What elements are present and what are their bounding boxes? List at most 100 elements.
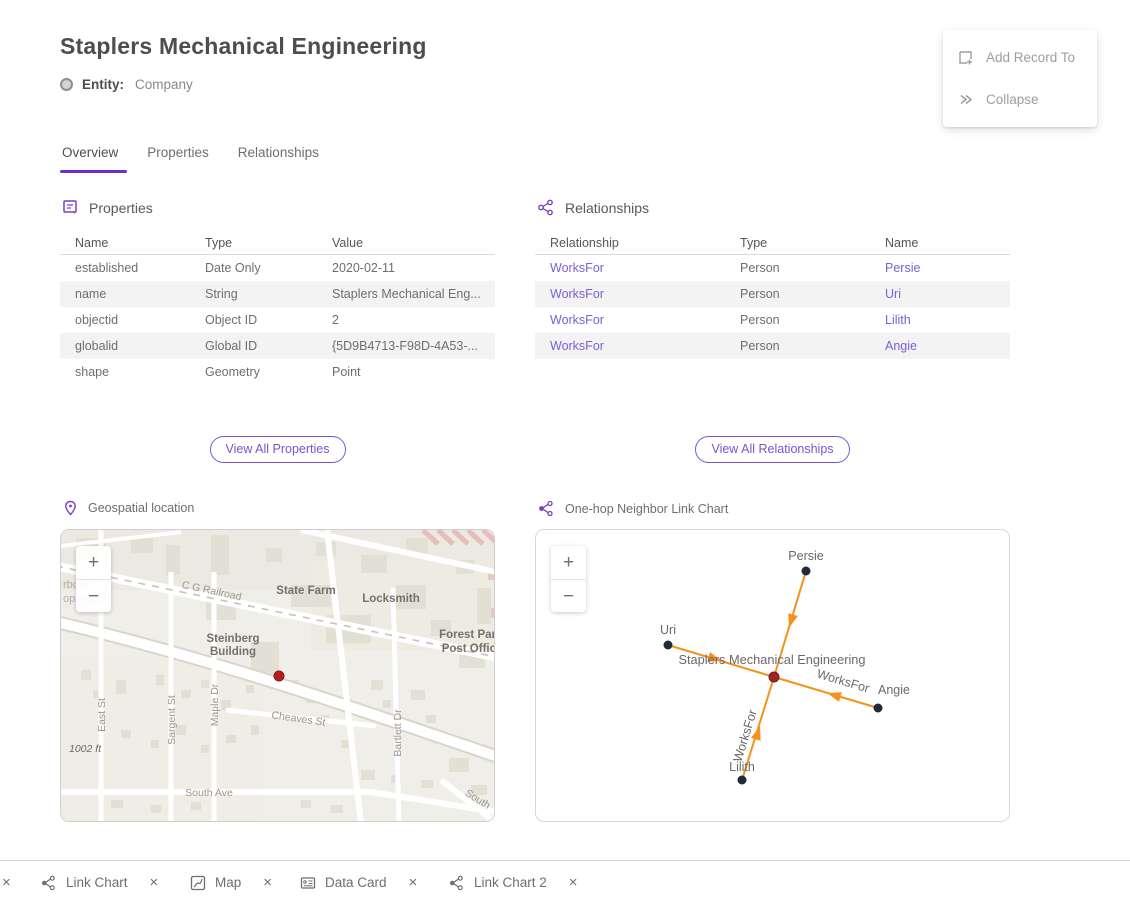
node-angie[interactable] bbox=[873, 703, 883, 713]
linkchart-section-header: One-hop Neighbor Link Chart bbox=[537, 500, 728, 517]
geospatial-section-header: Geospatial location bbox=[63, 500, 194, 516]
relationships-icon bbox=[538, 199, 553, 216]
svg-text:Maple Dr: Maple Dr bbox=[209, 683, 221, 726]
menu-item-label: Add Record To bbox=[986, 49, 1076, 65]
col-header-name: Name bbox=[75, 235, 109, 250]
node-label: Lilith bbox=[729, 760, 755, 774]
entity-link[interactable]: Angie bbox=[885, 339, 917, 353]
relationships-section-header: Relationships bbox=[537, 199, 649, 216]
workspace-tab-link-chart[interactable]: Link Chart × bbox=[40, 861, 158, 903]
add-record-icon bbox=[959, 50, 972, 64]
map-zoom-out-button[interactable]: − bbox=[76, 579, 111, 612]
svg-text:State Farm: State Farm bbox=[276, 585, 335, 597]
entity-label: Entity: bbox=[82, 77, 124, 92]
entity-row: Entity: Company bbox=[60, 77, 193, 92]
workspace-tab-link-chart-2[interactable]: Link Chart 2 × bbox=[448, 861, 578, 903]
workspace-tab-map[interactable]: Map × bbox=[190, 861, 272, 903]
link-chart-icon bbox=[450, 875, 463, 890]
close-icon[interactable]: × bbox=[568, 874, 578, 891]
table-row: globalid Global ID {5D9B4713-F98D-4A53-... bbox=[60, 333, 495, 359]
geospatial-section-title: Geospatial location bbox=[88, 501, 195, 515]
workspace-tab-label: Map bbox=[215, 875, 242, 890]
menu-item-label: Collapse bbox=[986, 91, 1039, 107]
chart-zoom-in-button[interactable]: + bbox=[551, 546, 586, 579]
svg-text:Post Offic: Post Offic bbox=[442, 643, 495, 655]
tab-properties[interactable]: Properties bbox=[147, 145, 209, 160]
workspace-tab-label: Link Chart 2 bbox=[474, 875, 547, 890]
map-canvas: rbour opaedics C G Railroad State Farm L… bbox=[61, 530, 495, 821]
map-zoom-control: + − bbox=[76, 546, 111, 612]
table-row: WorksFor Person Angie bbox=[535, 333, 1010, 359]
tab-overview[interactable]: Overview bbox=[62, 145, 119, 160]
relationship-link[interactable]: WorksFor bbox=[550, 339, 604, 353]
svg-text:Bartlett Dr: Bartlett Dr bbox=[392, 709, 404, 757]
entity-link[interactable]: Uri bbox=[885, 287, 901, 301]
map-entity-marker[interactable] bbox=[273, 670, 285, 682]
menu-item-collapse[interactable]: Collapse bbox=[943, 78, 1097, 120]
workspace-tab-data-card[interactable]: Data Card × bbox=[300, 861, 417, 903]
svg-text:Steinberg: Steinberg bbox=[206, 633, 259, 645]
properties-table: Name Type Value established Date Only 2020… bbox=[60, 231, 495, 385]
context-menu: Add Record To Collapse bbox=[943, 30, 1097, 127]
close-icon[interactable]: × bbox=[2, 874, 11, 891]
link-chart-icon bbox=[539, 500, 553, 517]
collapse-icon bbox=[960, 94, 973, 104]
svg-text:East St: East St bbox=[96, 698, 108, 732]
node-label: Uri bbox=[660, 623, 676, 637]
svg-text:South Ave: South Ave bbox=[185, 787, 233, 799]
node-persie[interactable] bbox=[801, 566, 811, 576]
node-uri[interactable] bbox=[663, 640, 673, 650]
entity-link[interactable]: Lilith bbox=[885, 313, 911, 327]
map-buildings bbox=[76, 535, 491, 813]
table-row: WorksFor Person Persie bbox=[535, 255, 1010, 281]
svg-text:Sargent St: Sargent St bbox=[166, 695, 178, 745]
map-zoom-in-button[interactable]: + bbox=[76, 546, 111, 579]
relationship-link[interactable]: WorksFor bbox=[550, 261, 604, 275]
geospatial-map[interactable]: rbour opaedics C G Railroad State Farm L… bbox=[60, 529, 495, 822]
relationship-link[interactable]: WorksFor bbox=[550, 313, 604, 327]
node-label: Angie bbox=[878, 683, 910, 697]
link-chart-canvas: WorksFor WorksFor Persie Uri Angie Lilit… bbox=[660, 549, 910, 785]
relationship-link[interactable]: WorksFor bbox=[550, 287, 604, 301]
one-hop-link-chart[interactable]: WorksFor WorksFor Persie Uri Angie Lilit… bbox=[535, 529, 1010, 822]
map-pin-icon bbox=[65, 500, 76, 516]
properties-table-header: Name Type Value bbox=[60, 231, 495, 255]
chart-zoom-out-button[interactable]: − bbox=[551, 579, 586, 612]
link-chart-icon bbox=[42, 875, 55, 890]
link-chart-arrowheads bbox=[707, 613, 842, 741]
node-center-company[interactable] bbox=[768, 671, 780, 683]
svg-text:Building: Building bbox=[210, 646, 256, 658]
close-icon[interactable]: × bbox=[263, 874, 273, 891]
workspace-tab-label: Data Card bbox=[325, 875, 387, 890]
node-lilith[interactable] bbox=[737, 775, 747, 785]
view-all-properties-button[interactable]: View All Properties bbox=[209, 436, 346, 463]
tab-relationships[interactable]: Relationships bbox=[237, 145, 319, 160]
close-icon[interactable]: × bbox=[408, 874, 418, 891]
properties-section-title: Properties bbox=[89, 199, 153, 216]
chart-zoom-control: + − bbox=[551, 546, 586, 612]
entity-link[interactable]: Persie bbox=[885, 261, 921, 275]
col-header-name: Name bbox=[885, 235, 919, 250]
svg-text:Locksmith: Locksmith bbox=[362, 593, 420, 605]
view-all-relationships-button[interactable]: View All Relationships bbox=[695, 436, 850, 463]
properties-icon bbox=[63, 200, 77, 214]
entity-type-value: Company bbox=[135, 77, 193, 92]
node-label: Persie bbox=[788, 549, 823, 563]
table-row: established Date Only 2020-02-11 bbox=[75, 261, 396, 275]
workspace-tab-label: Link Chart bbox=[66, 875, 128, 890]
col-header-relationship: Relationship bbox=[550, 235, 619, 250]
entity-type-icon bbox=[60, 78, 73, 91]
col-header-value: Value bbox=[332, 235, 364, 250]
relationships-table: Relationship Type Name WorksFor Person Per… bbox=[535, 231, 1010, 359]
close-icon[interactable]: × bbox=[149, 874, 159, 891]
table-row: objectid Object ID 2 bbox=[75, 313, 339, 327]
data-card-icon bbox=[300, 876, 316, 889]
table-row: name String Staplers Mechanical Eng... bbox=[60, 281, 495, 307]
properties-section-header: Properties bbox=[62, 199, 153, 216]
map-zone-hatch bbox=[421, 530, 494, 546]
table-row: WorksFor Person Uri bbox=[535, 281, 1010, 307]
menu-item-add-record-to[interactable]: Add Record To bbox=[943, 36, 1097, 78]
table-row: shape Geometry Point bbox=[75, 365, 361, 379]
center-node-label: Staplers Mechanical Engineering bbox=[678, 652, 865, 667]
